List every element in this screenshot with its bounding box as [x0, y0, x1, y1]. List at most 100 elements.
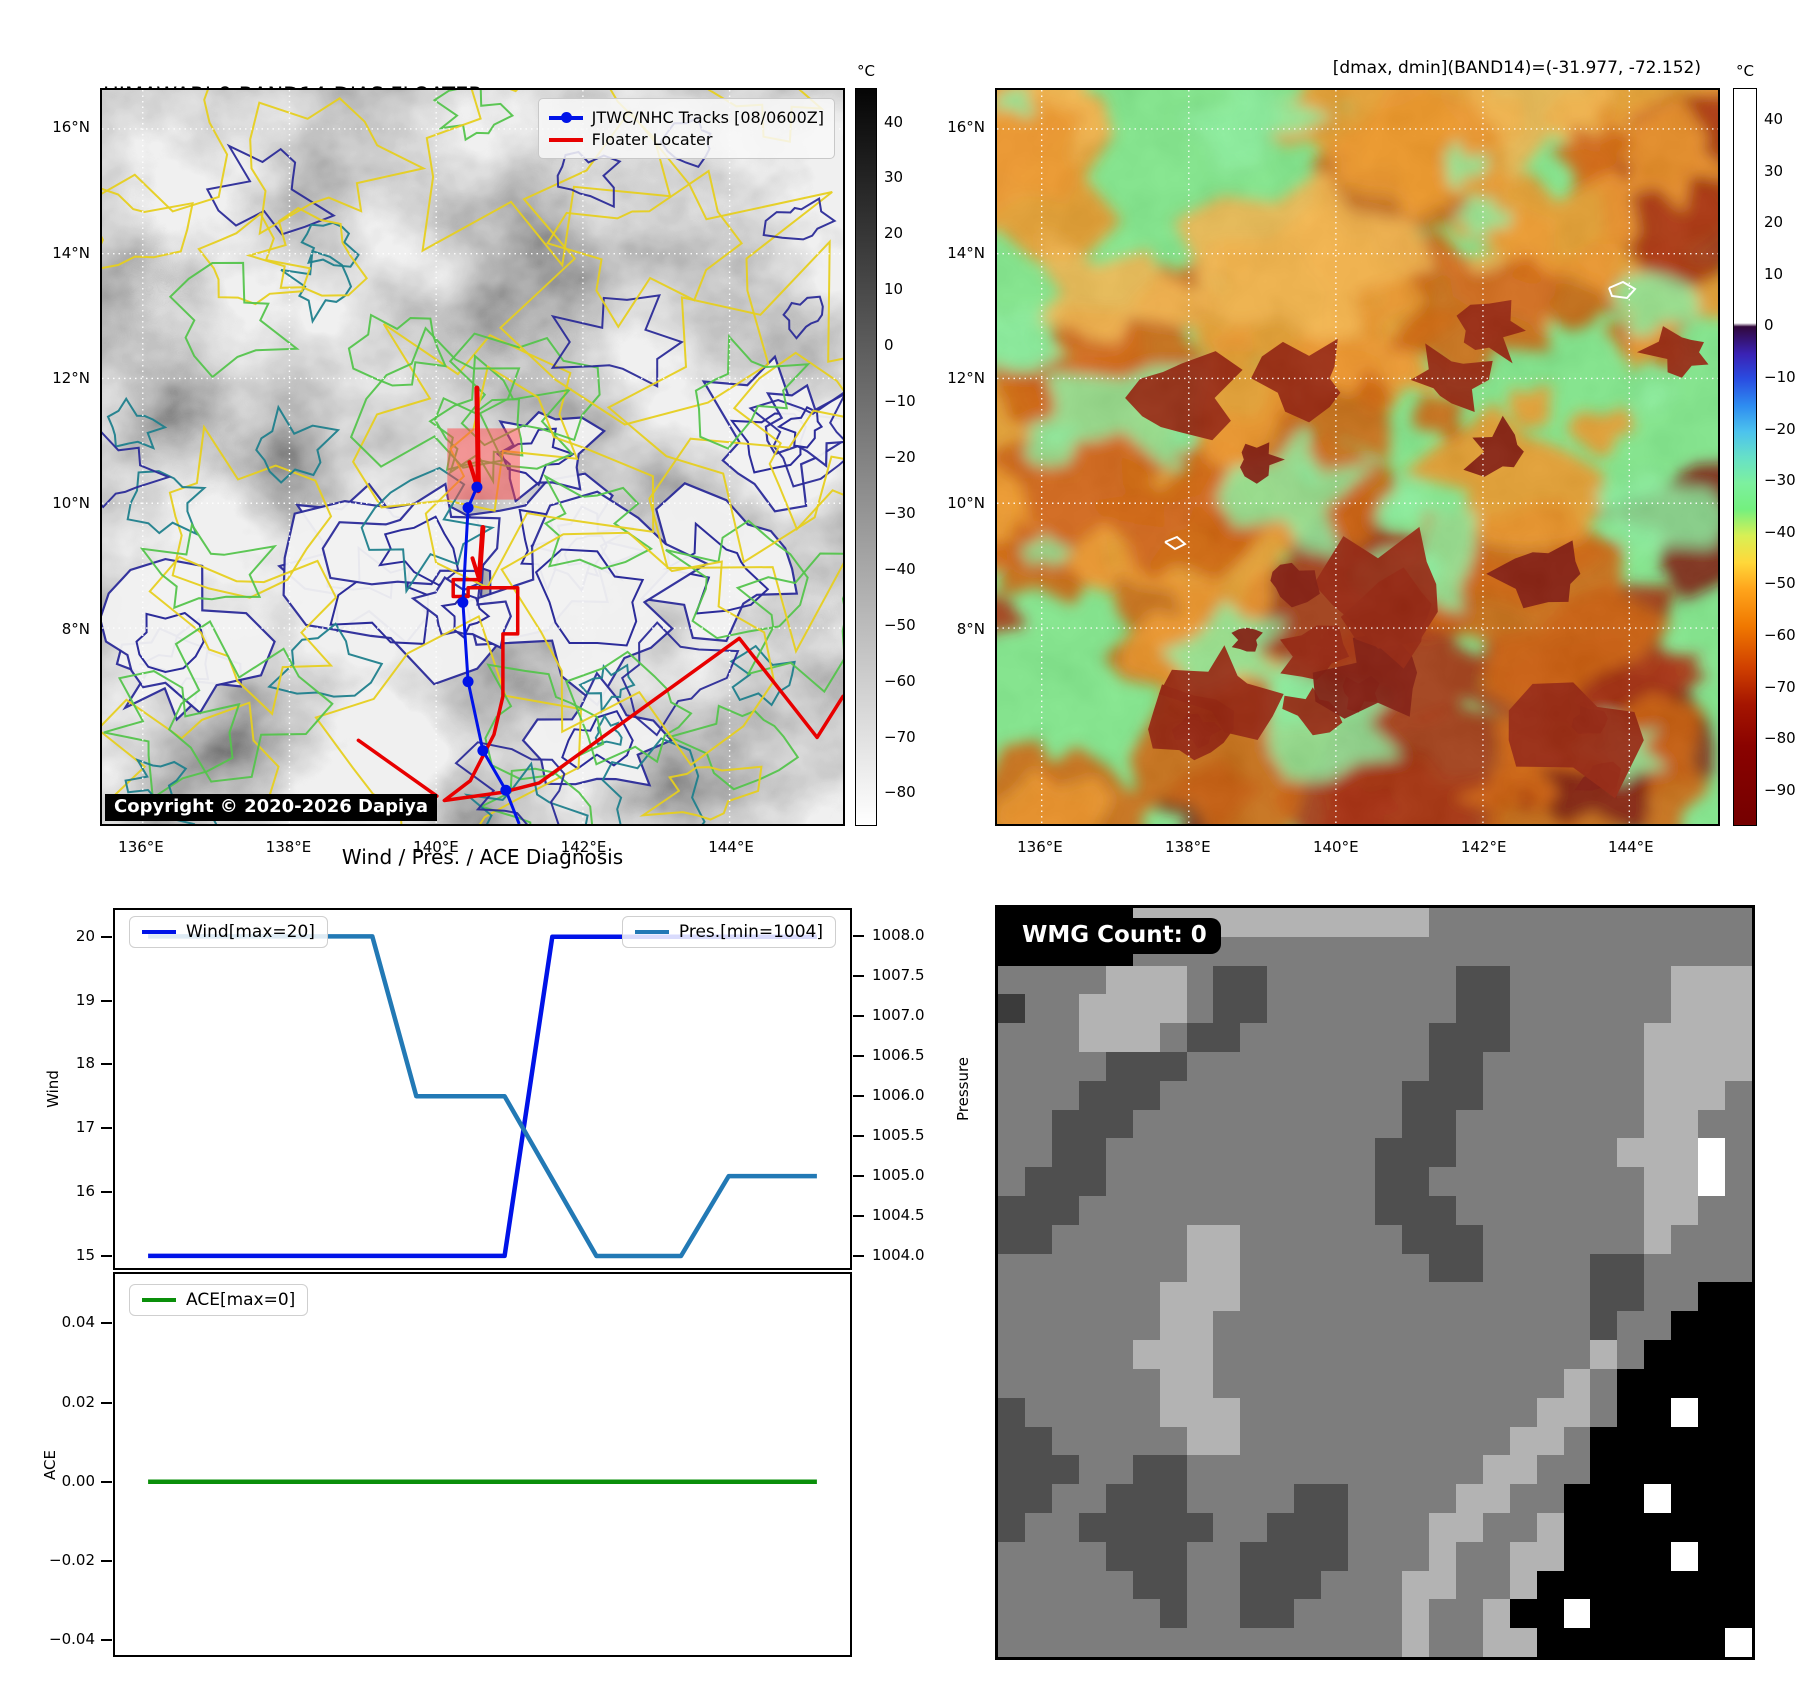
wmg-cell	[1024, 1484, 1052, 1513]
wmg-cell	[1348, 1599, 1375, 1629]
wmg-cell	[1644, 1253, 1672, 1283]
wmg-cell	[1671, 1023, 1699, 1053]
wmg-cell	[1078, 1109, 1106, 1139]
wmg-cell	[1671, 1080, 1699, 1110]
copyright-badge: Copyright © 2020-2026 Dapiya	[105, 794, 438, 821]
map1-legend: JTWC/NHC Tracks [08/0600Z] Floater Locat…	[537, 98, 835, 159]
wmg-cell	[1213, 1138, 1241, 1168]
wmg-cell	[1725, 1455, 1752, 1485]
awv-map-image	[997, 90, 1718, 824]
wmg-cell	[1428, 1167, 1456, 1197]
wmg-cell	[1132, 1397, 1160, 1427]
wmg-cell	[1536, 1455, 1564, 1485]
wmg-cell	[1428, 1282, 1456, 1312]
wmg-cell	[1671, 908, 1699, 937]
wmg-cell	[1024, 1311, 1052, 1341]
wmg-cell	[1078, 1023, 1106, 1053]
band14-colorbar-tick-20: 20	[884, 224, 904, 243]
map2-lat-12°N: 12°N	[947, 369, 985, 388]
awv-colorbar-tick-−70: −70	[1764, 677, 1796, 696]
pressure-ticklabel-1006.0: 1006.0	[872, 1086, 925, 1105]
wmg-cell	[1267, 1512, 1295, 1542]
wmg-cell	[1482, 908, 1510, 937]
wmg-cell	[1375, 1426, 1402, 1456]
wmg-cell	[1725, 1512, 1752, 1542]
wmg-cell	[1132, 1167, 1160, 1197]
wmg-cell	[1401, 1196, 1429, 1225]
wmg-cell	[1186, 1196, 1214, 1225]
wmg-cell	[1563, 1455, 1591, 1485]
wmg-cell	[1725, 965, 1752, 995]
wmg-cell	[1455, 1052, 1483, 1081]
wmg-cell	[1267, 1455, 1295, 1485]
wmg-cell	[1428, 1080, 1456, 1110]
wmg-cell	[1482, 1397, 1510, 1427]
wmg-cell	[1321, 1340, 1349, 1369]
ace-tick	[101, 1322, 112, 1325]
wmg-cell	[1321, 1397, 1349, 1427]
wmg-cell	[1617, 1167, 1645, 1197]
wmg-cell	[1590, 1599, 1618, 1629]
wmg-cell	[1105, 1196, 1133, 1225]
wmg-cell	[1186, 1311, 1214, 1341]
wmg-cell	[1267, 1426, 1295, 1456]
wmg-cell	[1240, 1052, 1268, 1081]
wmg-cell	[1024, 1541, 1052, 1571]
map1-lat-8°N: 8°N	[61, 619, 90, 638]
wmg-cell	[1563, 1196, 1591, 1225]
wmg-cell	[1213, 1599, 1241, 1629]
wmg-cell	[1240, 1167, 1268, 1197]
wmg-cell	[1078, 1541, 1106, 1571]
wmg-cell	[1375, 908, 1402, 937]
wmg-cell	[1348, 965, 1375, 995]
band14-colorbar-tick-40: 40	[884, 112, 904, 131]
wmg-cell	[1375, 1167, 1402, 1197]
wmg-cell	[1348, 1340, 1375, 1369]
wmg-cell	[1482, 1196, 1510, 1225]
wmg-cell	[1051, 1224, 1079, 1254]
wmg-cell	[1051, 1484, 1079, 1513]
wmg-cell	[1509, 1455, 1537, 1485]
wmg-cell	[1024, 1368, 1052, 1398]
wmg-cell	[998, 965, 1025, 995]
wmg-cell	[1671, 1253, 1699, 1283]
wmg-cell	[1563, 1052, 1591, 1081]
wmg-cell	[1051, 1253, 1079, 1283]
wmg-cell	[1348, 1224, 1375, 1254]
wmg-cell	[1159, 1138, 1187, 1168]
wmg-cell	[1509, 1541, 1537, 1571]
wind-tick	[101, 1254, 112, 1257]
awv-colorbar-tick-−10: −10	[1764, 368, 1796, 386]
wmg-cell	[998, 1311, 1025, 1341]
awv-colorbar-tick-0: 0	[1764, 316, 1774, 335]
wind-tick	[101, 1063, 112, 1066]
wmg-cell	[1401, 1397, 1429, 1427]
wmg-cell	[1671, 1052, 1699, 1081]
wmg-cell	[1132, 1484, 1160, 1513]
wmg-cell	[1159, 1484, 1187, 1513]
wmg-cell	[1132, 1455, 1160, 1485]
wmg-cell	[1428, 1138, 1456, 1168]
wmg-cell	[1132, 1541, 1160, 1571]
wmg-cell	[1428, 1340, 1456, 1369]
wmg-cell	[1186, 994, 1214, 1024]
awv-colorbar-tick-−80: −80	[1764, 729, 1796, 748]
wmg-cell	[1051, 1570, 1079, 1600]
wmg-cell	[1105, 1512, 1133, 1542]
wmg-cell	[1671, 1628, 1699, 1657]
wmg-cell	[1509, 965, 1537, 995]
wmg-cell	[1536, 1397, 1564, 1427]
wmg-cell	[1644, 1080, 1672, 1110]
wmg-cell	[1509, 1512, 1537, 1542]
wmg-cell	[1698, 1224, 1726, 1254]
wmg-cell	[1455, 1167, 1483, 1197]
wmg-cell	[1132, 1282, 1160, 1312]
wmg-cell	[998, 1282, 1025, 1312]
wmg-cell	[1051, 1368, 1079, 1398]
wmg-cell	[1213, 994, 1241, 1024]
map2-lat-14°N: 14°N	[947, 243, 985, 262]
wmg-cell	[1428, 1368, 1456, 1398]
wmg-cell	[1698, 1397, 1726, 1427]
wmg-cell	[1375, 1282, 1402, 1312]
wmg-cell	[1428, 1397, 1456, 1427]
